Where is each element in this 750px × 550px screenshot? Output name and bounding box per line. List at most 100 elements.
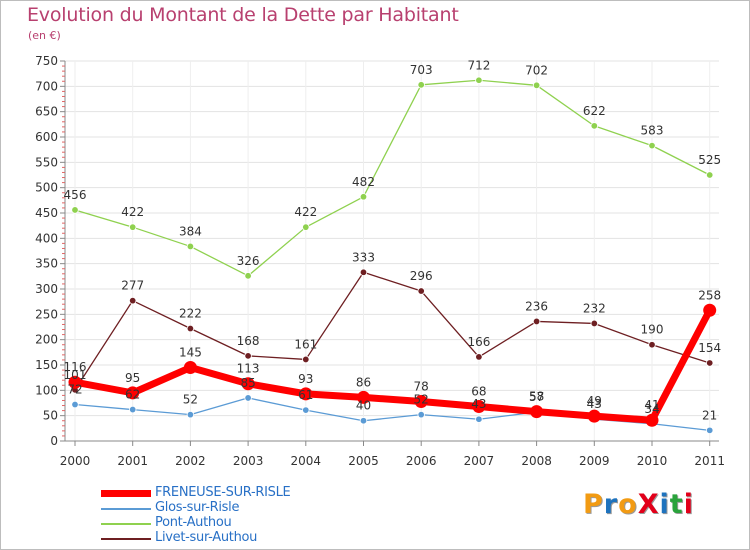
x-tick-label: 2007 — [464, 454, 495, 468]
data-point — [128, 296, 137, 305]
data-label: 525 — [698, 153, 721, 167]
series-line-freneuse-sur-risle — [71, 306, 714, 424]
data-label: 422 — [121, 205, 144, 219]
data-point — [532, 317, 541, 326]
data-label: 296 — [410, 269, 433, 283]
y-tick-label: 400 — [35, 231, 58, 245]
data-point — [648, 141, 656, 150]
x-tick-label: 2011 — [694, 454, 725, 468]
data-point — [417, 287, 425, 295]
data-point — [590, 122, 598, 130]
data-label: 222 — [179, 307, 202, 321]
data-point — [186, 410, 195, 419]
data-label: 86 — [356, 375, 371, 389]
data-label: 384 — [179, 224, 202, 238]
y-tick-label: 100 — [35, 383, 58, 397]
y-tick-label: 350 — [35, 257, 58, 271]
data-point — [302, 223, 310, 231]
data-label: 116 — [64, 360, 87, 374]
data-point — [186, 242, 195, 251]
data-point — [71, 206, 79, 214]
data-point — [472, 400, 486, 414]
data-point — [587, 409, 601, 423]
data-label: 232 — [583, 301, 606, 315]
data-label: 712 — [467, 58, 490, 72]
data-label: 277 — [121, 279, 144, 293]
y-tick-label: 450 — [35, 206, 58, 220]
x-tick-label: 2006 — [406, 454, 437, 468]
data-label: 482 — [352, 175, 375, 189]
data-label: 52 — [183, 393, 198, 407]
y-tick-label: 250 — [35, 307, 58, 321]
x-tick-label: 2004 — [291, 454, 322, 468]
data-label: 61 — [298, 388, 313, 402]
data-label: 190 — [641, 323, 664, 337]
x-tick-label: 2000 — [60, 454, 91, 468]
data-point — [186, 324, 195, 333]
data-point — [706, 359, 714, 367]
y-tick-label: 650 — [35, 105, 58, 119]
legend-swatch — [101, 523, 151, 525]
y-tick-label: 550 — [35, 155, 58, 169]
data-point — [359, 417, 368, 425]
data-label: 43 — [471, 397, 486, 411]
data-point — [71, 400, 79, 409]
legend-label: Livet-sur-Authou — [155, 530, 258, 545]
data-point — [475, 353, 483, 361]
data-point — [590, 319, 598, 328]
data-point — [302, 355, 310, 364]
data-point — [128, 405, 137, 414]
data-label: 85 — [240, 376, 255, 390]
data-label: 101 — [64, 368, 87, 382]
data-point — [475, 415, 483, 423]
data-point — [241, 377, 255, 391]
legend-swatch — [101, 538, 151, 540]
data-label: 258 — [698, 288, 721, 302]
legend-swatch — [101, 490, 151, 497]
data-label: 49 — [587, 394, 602, 408]
data-label: 93 — [298, 372, 313, 386]
legend-swatch — [101, 508, 151, 510]
data-point — [359, 193, 368, 201]
data-point — [299, 387, 313, 401]
data-label: 21 — [702, 408, 717, 422]
x-tick-label: 2005 — [348, 454, 379, 468]
data-point — [357, 390, 370, 404]
data-label: 40 — [356, 399, 371, 413]
x-tick-label: 2003 — [233, 454, 264, 468]
y-tick-label: 200 — [35, 333, 58, 347]
data-point — [648, 341, 656, 349]
data-point — [68, 375, 82, 389]
data-label: 58 — [529, 390, 544, 404]
plot-area — [65, 61, 719, 441]
y-tick-label: 500 — [35, 181, 58, 195]
data-point — [244, 352, 252, 360]
x-tick-label: 2001 — [117, 454, 148, 468]
data-label: 703 — [410, 63, 433, 77]
data-label: 68 — [471, 385, 486, 399]
x-tick-label: 2008 — [521, 454, 552, 468]
legend-label: Glos-sur-Risle — [155, 500, 240, 515]
data-point — [530, 405, 544, 419]
y-tick-label: 50 — [43, 409, 58, 423]
data-label: 62 — [125, 388, 140, 402]
chart-subtitle: (en €) — [28, 29, 61, 42]
data-point — [244, 394, 252, 402]
data-label: 236 — [525, 299, 548, 313]
data-point — [414, 394, 428, 408]
data-label: 456 — [64, 188, 87, 202]
x-tick-label: 2002 — [175, 454, 206, 468]
data-label: 34 — [644, 402, 659, 416]
data-point — [302, 406, 310, 414]
data-label: 72 — [67, 383, 82, 397]
y-tick-label: 700 — [35, 79, 58, 93]
chart-title: Evolution du Montant de la Dette par Hab… — [27, 4, 459, 26]
data-point — [126, 386, 140, 400]
y-tick-label: 300 — [35, 282, 58, 296]
data-label: 166 — [467, 335, 490, 349]
data-point — [706, 426, 714, 435]
data-point — [645, 413, 659, 427]
data-label: 78 — [414, 379, 429, 393]
